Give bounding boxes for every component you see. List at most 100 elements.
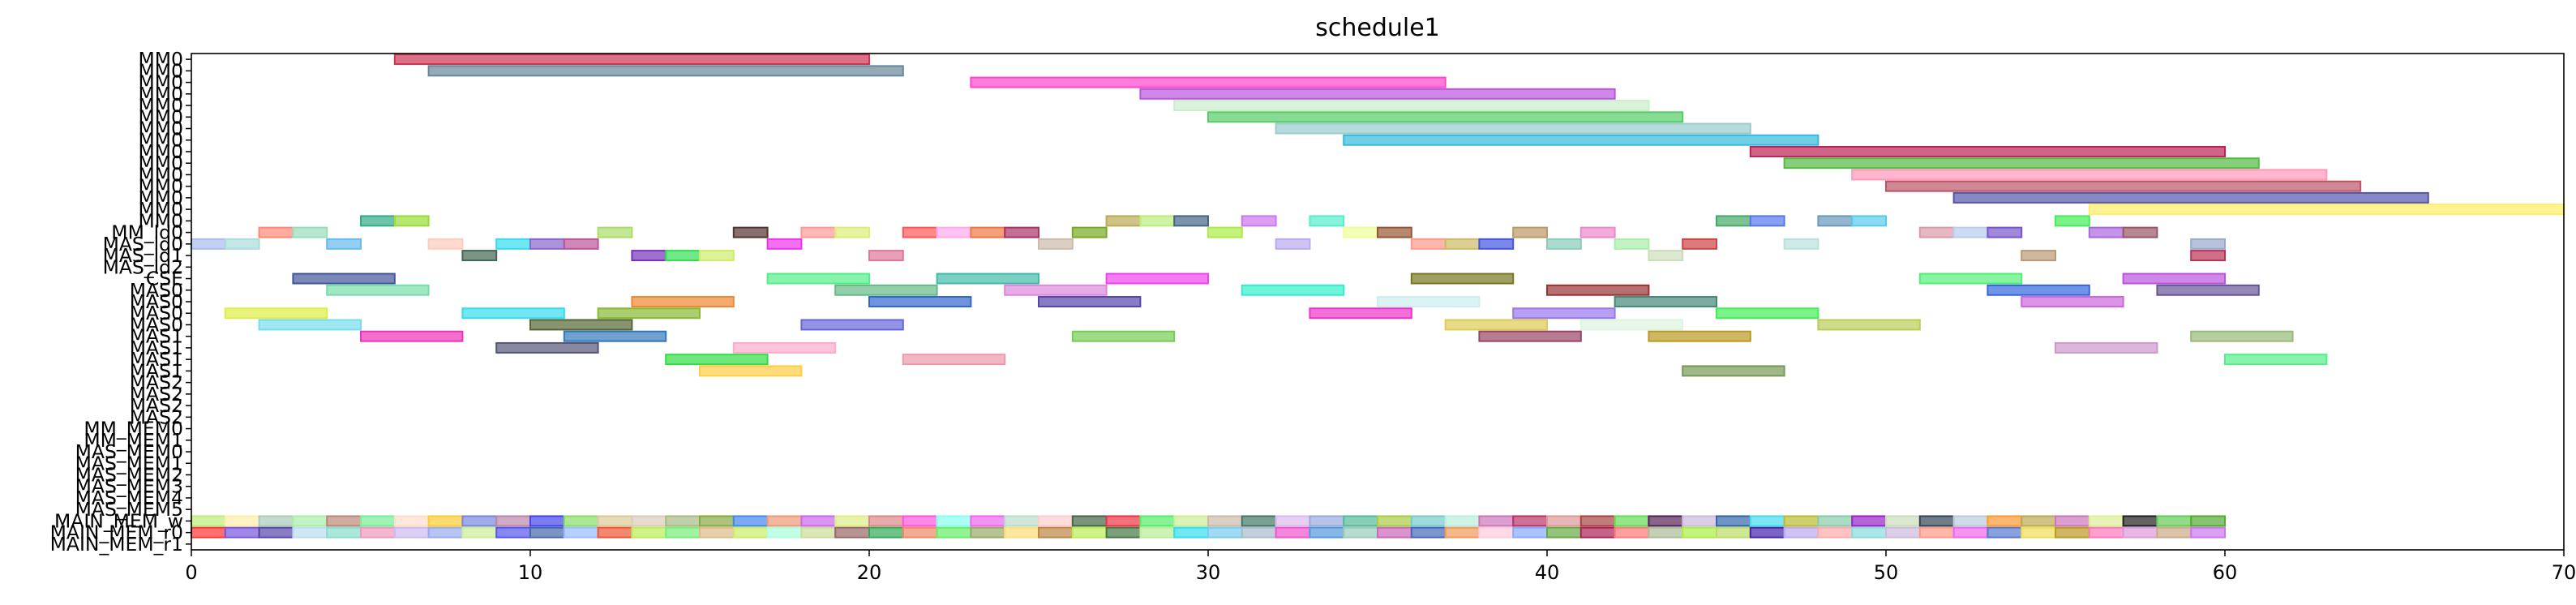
task-bar (1275, 238, 1311, 250)
task-bar (936, 226, 972, 238)
task-bar (1546, 515, 1582, 527)
task-bar (2122, 526, 2158, 538)
task-bar (495, 238, 532, 250)
task-bar (1648, 330, 1751, 342)
y-tick-label: MM0 (138, 94, 183, 117)
task-bar (834, 284, 938, 296)
task-bar (1817, 515, 1854, 527)
task-bars (191, 54, 2565, 538)
task-bar (631, 250, 667, 262)
task-bar (2088, 515, 2124, 527)
y-tick-label: MAS2 (130, 371, 183, 394)
y-tick-label: MAS1 (130, 359, 183, 382)
task-bar (1817, 319, 1921, 331)
task-bar (1716, 515, 1751, 527)
y-tick-label: MM0 (138, 105, 183, 128)
task-bar (563, 238, 599, 250)
task-bar (1851, 169, 2328, 181)
task-bar (326, 284, 430, 296)
y-tick-label: MAS_MEM0 (75, 440, 183, 463)
task-bar (1851, 215, 1887, 227)
task-bar (1648, 526, 1684, 538)
task-bar (292, 226, 328, 238)
task-bar (2156, 526, 2192, 538)
task-bar (1105, 215, 1142, 227)
task-bar (1682, 526, 1717, 538)
task-bar (1241, 284, 1345, 296)
y-tick-label: MAS_MEM2 (75, 463, 183, 486)
task-bar (1512, 226, 1548, 238)
x-tick-label: 30 (1196, 561, 1221, 584)
task-bar (732, 526, 769, 538)
task-bar (800, 526, 837, 538)
x-tick-label: 60 (2213, 561, 2238, 584)
task-bar (393, 215, 430, 227)
task-bar (1783, 238, 1819, 250)
task-bar (631, 526, 667, 538)
task-bar (326, 238, 362, 250)
y-tick-label: MM_MEM0 (84, 418, 183, 440)
task-bar (1952, 526, 1989, 538)
task-bar (732, 515, 769, 527)
task-bar (1410, 238, 1447, 250)
task-bar (1579, 526, 1616, 538)
task-bar (1309, 515, 1345, 527)
task-bar (766, 515, 803, 527)
task-bar (665, 354, 769, 366)
task-bar (1749, 215, 1785, 227)
task-bar (1783, 157, 2260, 169)
task-bar (1749, 515, 1785, 527)
task-bar (1275, 122, 1751, 135)
task-bar (495, 515, 532, 527)
y-tick-label: MM0 (138, 48, 183, 71)
task-bar (1241, 526, 1277, 538)
task-bar (258, 526, 294, 538)
task-bar (2055, 526, 2090, 538)
y-tick-label: MAS_ld2 (103, 255, 183, 278)
task-bar (563, 515, 599, 527)
task-bar (1478, 515, 1515, 527)
y-tick-label: MAS0 (130, 279, 183, 302)
y-tick-label: MM0 (138, 71, 183, 94)
task-bar (1749, 145, 2227, 157)
y-tick-label: MM0 (138, 59, 183, 82)
task-bar (292, 526, 328, 538)
y-tick-label: MAS2 (130, 405, 183, 428)
y-tick-label: MAS2 (130, 383, 183, 405)
task-bar (834, 515, 870, 527)
task-bar (224, 515, 260, 527)
task-bar (1004, 226, 1039, 238)
x-tick-label: 0 (185, 561, 197, 584)
task-bar (1377, 526, 1412, 538)
task-bar (1410, 272, 1515, 285)
task-bar (1579, 226, 1616, 238)
chart-title: schedule1 (1315, 14, 1440, 42)
task-bar (868, 526, 904, 538)
y-tick-label: MAS1 (130, 337, 183, 359)
task-bar (1716, 215, 1751, 227)
y-tick-label: MAS_MEM3 (75, 475, 183, 498)
task-bar (1885, 526, 1921, 538)
task-bar (1343, 515, 1378, 527)
task-bar (1952, 226, 1989, 238)
x-tick-label: 70 (2552, 561, 2576, 584)
task-bar (936, 526, 972, 538)
task-bar (1309, 526, 1345, 538)
y-tick-label: MAS_MEM5 (75, 498, 183, 521)
task-bar (1851, 515, 1887, 527)
task-bar (292, 272, 396, 285)
task-bar (1478, 526, 1515, 538)
task-bar (699, 515, 735, 527)
y-tick-label: MM0 (138, 187, 183, 209)
task-bar (1648, 250, 1684, 262)
task-bar (1444, 526, 1481, 538)
task-bar (224, 307, 328, 320)
task-bar (360, 515, 396, 527)
task-bar (1275, 526, 1311, 538)
plot-frame (191, 53, 2565, 551)
task-bar (1987, 226, 2023, 238)
y-tick-label: MAIN_MEM_r0 (50, 521, 183, 544)
task-bar (1682, 365, 1785, 377)
task-bar (1004, 284, 1108, 296)
task-bar (1071, 526, 1108, 538)
